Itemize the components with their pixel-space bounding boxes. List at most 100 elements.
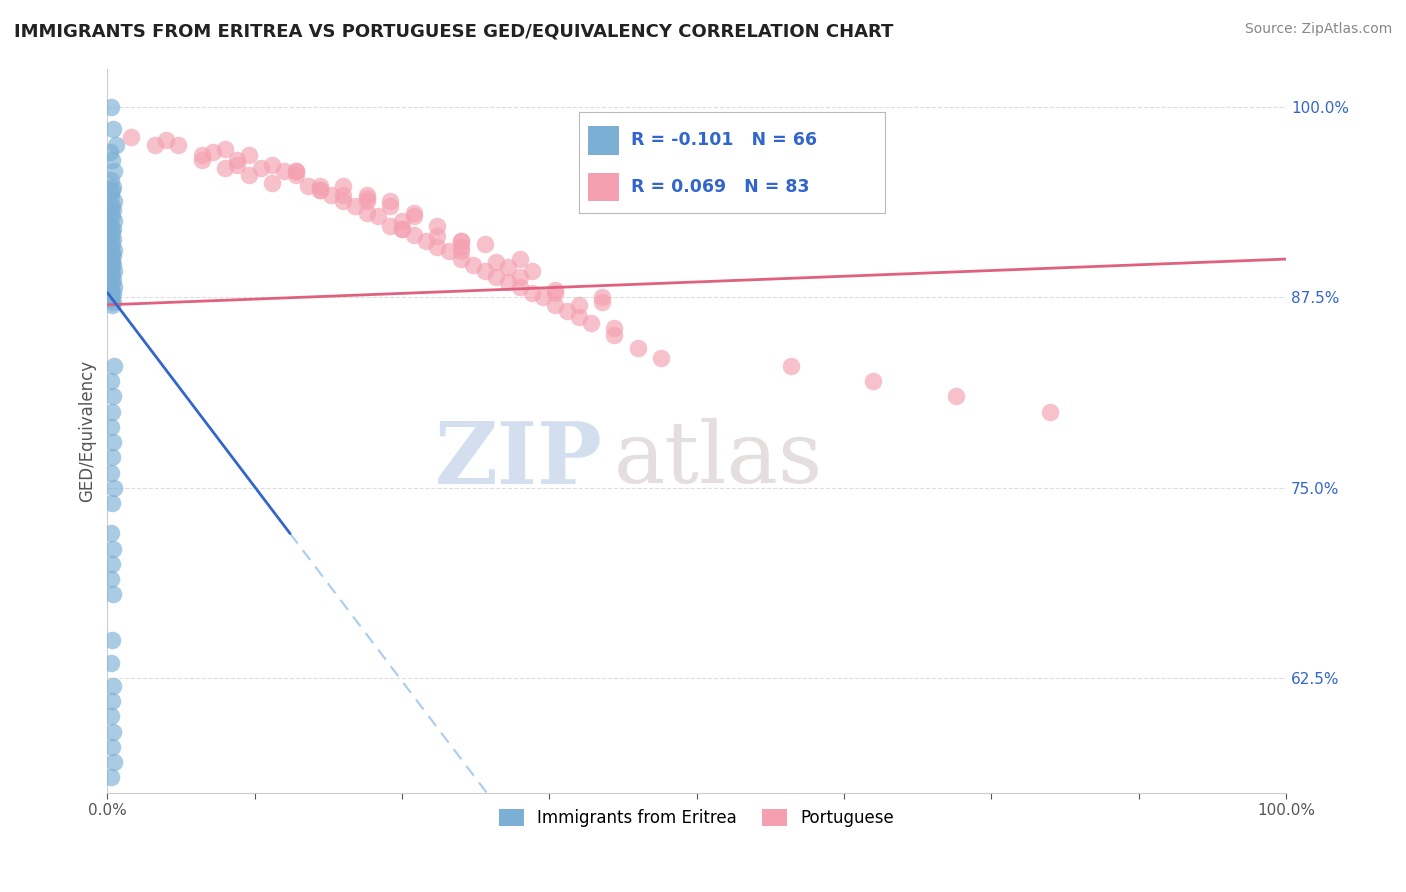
Point (103, 122, 125, 136)
Point (474, 236, 496, 251)
Point (533, 290, 555, 304)
Point (332, 188, 354, 202)
Point (450, 240, 472, 254)
Point (332, 194, 354, 209)
Point (544, 283, 567, 297)
Point (214, 161, 236, 175)
Point (100, 572, 122, 586)
Point (101, 246, 124, 260)
Point (284, 168, 307, 182)
Point (214, 142, 236, 156)
Point (308, 184, 330, 198)
Point (101, 236, 124, 251)
Point (308, 184, 330, 198)
Point (101, 153, 124, 167)
Y-axis label: GED/Equivalency: GED/Equivalency (79, 359, 96, 501)
Point (100, 283, 122, 297)
Point (100, 709, 122, 723)
Point (100, 173, 122, 187)
Point (103, 587, 125, 601)
Point (509, 270, 531, 285)
Point (627, 341, 650, 355)
Point (120, 130, 142, 145)
Point (100, 466, 122, 480)
Point (101, 288, 124, 302)
Point (437, 244, 460, 259)
Point (101, 268, 124, 282)
Point (100, 229, 122, 244)
Point (356, 206, 378, 220)
Point (103, 232, 125, 246)
Point (101, 633, 124, 648)
Point (238, 148, 260, 162)
Text: IMMIGRANTS FROM ERITREA VS PORTUGUESE GED/EQUIVALENCY CORRELATION CHART: IMMIGRANTS FROM ERITREA VS PORTUGUESE GE… (14, 22, 893, 40)
Point (249, 161, 271, 175)
Point (103, 249, 125, 263)
Point (262, 176, 284, 190)
Point (100, 270, 122, 285)
Point (143, 137, 166, 152)
Point (103, 359, 125, 373)
Point (238, 168, 260, 182)
Point (103, 203, 125, 218)
Point (485, 270, 508, 285)
Point (98, 145, 121, 160)
Point (101, 210, 124, 224)
Point (100, 188, 122, 202)
Point (103, 481, 125, 495)
Text: ZIP: ZIP (434, 417, 602, 501)
Point (591, 290, 613, 304)
Point (356, 191, 378, 205)
Point (450, 234, 472, 248)
Point (100, 219, 122, 233)
Point (103, 258, 125, 272)
Point (190, 148, 212, 162)
Point (262, 157, 284, 171)
Point (555, 304, 578, 318)
Point (780, 359, 803, 373)
Point (103, 724, 125, 739)
Point (100, 292, 122, 306)
Point (579, 316, 602, 330)
Point (380, 219, 402, 233)
Point (100, 240, 122, 254)
Point (402, 210, 425, 224)
Point (356, 188, 378, 202)
Point (461, 258, 484, 272)
Point (100, 374, 122, 388)
Point (284, 163, 307, 178)
Point (496, 260, 519, 274)
Point (103, 279, 125, 293)
Point (284, 163, 307, 178)
Point (101, 255, 124, 269)
Point (945, 389, 967, 403)
Point (202, 145, 225, 160)
Point (101, 557, 124, 571)
Point (650, 351, 672, 366)
Point (1039, 404, 1062, 418)
Point (103, 679, 125, 693)
Point (103, 755, 125, 769)
Point (103, 389, 125, 403)
Point (226, 153, 249, 167)
Point (103, 163, 125, 178)
Point (101, 184, 124, 198)
Point (100, 206, 122, 220)
Point (343, 199, 366, 213)
Point (415, 234, 437, 248)
Point (101, 277, 124, 291)
Point (101, 496, 124, 510)
Point (100, 771, 122, 785)
Point (474, 264, 496, 278)
Point (101, 404, 124, 418)
Point (520, 264, 543, 278)
Point (426, 219, 449, 233)
Point (391, 221, 413, 235)
Point (226, 157, 249, 171)
Point (155, 133, 177, 147)
Point (402, 206, 425, 220)
Point (167, 137, 190, 152)
Text: Source: ZipAtlas.com: Source: ZipAtlas.com (1244, 22, 1392, 37)
Point (100, 526, 122, 541)
Point (426, 240, 449, 254)
